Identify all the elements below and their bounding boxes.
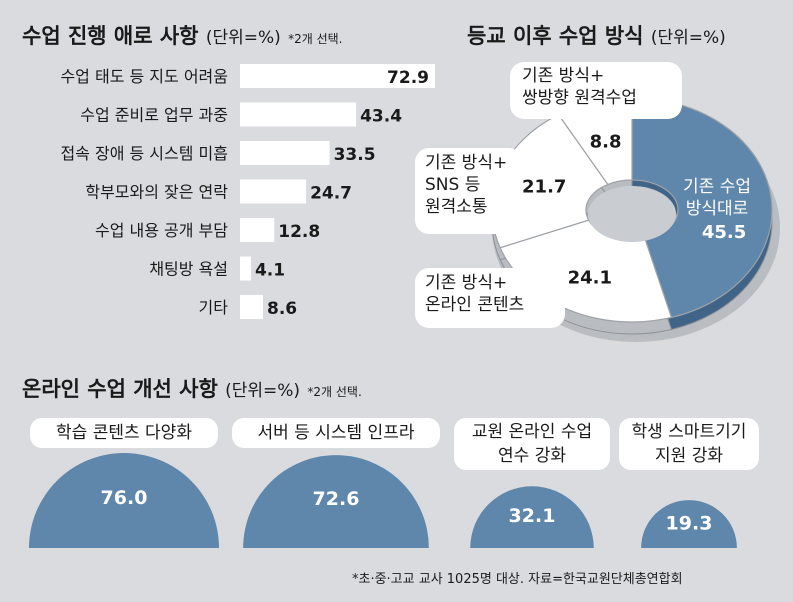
bar-6 [240, 295, 264, 319]
bar-value-6: 8.6 [267, 299, 297, 319]
dome-chart-title: 온라인 수업 개선 사항 (단위=%) *2개 선택. [22, 373, 362, 403]
callout-online: 기존 방식+ 온라인 콘텐츠 [415, 268, 565, 328]
donut-slice-0 [631, 97, 773, 319]
dome-pill-2-line1: 교원 온라인 수업 [471, 422, 593, 442]
bar-label-1: 수업 준비로 업무 과중 [80, 106, 228, 125]
bar-label-0: 수업 태도 등 지도 어려움 [60, 67, 228, 86]
bar-label-2: 접속 장애 등 시스템 미흡 [60, 144, 228, 163]
dome-pill-3: 학생 스마트기기 지원 강화 [619, 418, 759, 470]
bar-value-2: 33.5 [334, 145, 376, 165]
callout-sns-line3: 원격소통 [425, 197, 488, 217]
bar-label-4: 수업 내용 공개 부담 [95, 221, 228, 240]
bar-3 [240, 179, 307, 204]
callout-sns-line1: 기존 방식+ [425, 153, 508, 173]
bar-5 [240, 256, 251, 281]
bar-4 [240, 218, 275, 242]
dome-0 [29, 453, 219, 548]
source-note: *초·중·고교 교사 1025명 대상. 자료=한국교원단체총연합회 [352, 572, 683, 587]
callout-twoway: 기존 방식+ 쌍방향 원격수업 [510, 62, 682, 119]
dome-pill-1: 서버 등 시스템 인프라 [232, 418, 440, 448]
dome-pill-0-line1: 학습 콘텐츠 다양화 [56, 423, 192, 443]
dome-value-0: 76.0 [101, 487, 148, 509]
pie-title-text: 등교 이후 수업 방식 [467, 24, 644, 48]
bar-value-4: 12.8 [278, 222, 320, 242]
callout-sns-line2: SNS 등 [425, 175, 481, 195]
dome-value-2: 32.1 [509, 505, 556, 527]
bar-value-5: 4.1 [255, 261, 285, 281]
dome-value-3: 19.3 [666, 513, 713, 535]
callout-online-line2: 온라인 콘텐츠 [425, 295, 525, 315]
pie-chart-title: 등교 이후 수업 방식 (단위=%) [467, 20, 726, 50]
callout-sns: 기존 방식+ SNS 등 원격소통 [415, 148, 523, 234]
dome-1 [243, 455, 429, 548]
bar-note: *2개 선택. [288, 32, 343, 46]
bar-label-5: 채팅방 욕설 [149, 260, 228, 279]
dome-pill-3-line2: 지원 강화 [655, 446, 723, 466]
donut-inside-label-1: 방식대로 [686, 199, 749, 219]
bar-label-6: 기타 [199, 298, 229, 317]
donut-value-2: 21.7 [522, 176, 566, 197]
dome-pill-1-line1: 서버 등 시스템 인프라 [257, 423, 415, 443]
dome-pill-3-line1: 학생 스마트기기 [631, 422, 747, 442]
bar-unit: (단위=%) [205, 28, 281, 48]
bar-value-3: 24.7 [310, 184, 352, 204]
donut-value-3: 8.8 [590, 132, 622, 153]
callout-online-line1: 기존 방식+ [425, 273, 508, 293]
callout-twoway-line1: 기존 방식+ [522, 66, 605, 86]
bar-chart: 수업 태도 등 지도 어려움 72.9 수업 준비로 업무 과중 43.4 접속 장애 … [60, 64, 435, 319]
bar-0 [240, 64, 435, 88]
dome-pill-2-line2: 연수 강화 [498, 446, 566, 466]
bar-2 [240, 141, 330, 165]
dome-note: *2개 선택. [307, 385, 362, 399]
dome-pill-0: 학습 콘텐츠 다양화 [30, 418, 218, 448]
dome-2 [470, 486, 594, 548]
bar-value-0: 72.9 [387, 68, 429, 88]
dome-unit: (단위=%) [225, 381, 301, 401]
bar-chart-title: 수업 진행 애로 사항 (단위=%) *2개 선택. [22, 20, 342, 50]
bar-value-1: 43.4 [360, 107, 402, 127]
dome-value-1: 72.6 [313, 488, 360, 510]
donut-inside-label-0: 기존 수업 [683, 177, 751, 197]
bar-1 [240, 102, 357, 127]
donut-value-0: 45.5 [702, 222, 746, 243]
callout-twoway-line2: 쌍방향 원격수업 [522, 88, 637, 108]
dome-pill-2: 교원 온라인 수업 연수 강화 [454, 418, 610, 470]
dome-3 [641, 500, 737, 548]
dome-title-text: 온라인 수업 개선 사항 [22, 377, 218, 401]
bar-label-3: 학부모와의 잦은 연락 [85, 183, 228, 202]
bar-title-text: 수업 진행 애로 사항 [22, 24, 199, 48]
donut-hole [588, 186, 676, 242]
donut-value-1: 24.1 [568, 267, 612, 288]
pie-unit: (단위=%) [650, 28, 726, 48]
